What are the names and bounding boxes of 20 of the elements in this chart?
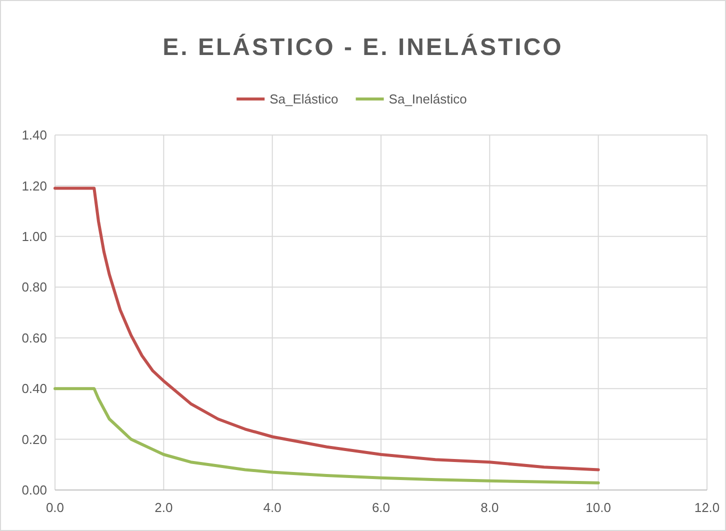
- x-tick-label: 0.0: [46, 500, 64, 515]
- x-tick-label: 10.0: [586, 500, 611, 515]
- x-tick-label: 6.0: [372, 500, 390, 515]
- y-tick-label: 0.20: [22, 432, 47, 447]
- x-tick-label: 4.0: [263, 500, 282, 515]
- line-series: [54, 186, 600, 472]
- x-tick-label: 2.0: [154, 500, 173, 515]
- x-tick-label: 12.0: [694, 500, 720, 515]
- y-tick-label: 1.00: [22, 228, 47, 244]
- legend-label: Sa_Inelástico: [388, 92, 467, 107]
- y-tick-label: 0.40: [22, 381, 47, 396]
- chart-title: E. ELÁSTICO - E. INELÁSTICO: [162, 33, 564, 61]
- y-tick-label: 0.60: [22, 330, 47, 346]
- line-series: [54, 387, 600, 484]
- y-tick-label: 0.80: [22, 280, 47, 295]
- y-tick-label: 1.20: [22, 178, 47, 194]
- y-tick-label: 0.00: [22, 482, 47, 498]
- y-tick-label: 1.40: [22, 128, 47, 143]
- legend-label: Sa_Elástico: [270, 92, 338, 107]
- x-tick-label: 8.0: [480, 500, 499, 515]
